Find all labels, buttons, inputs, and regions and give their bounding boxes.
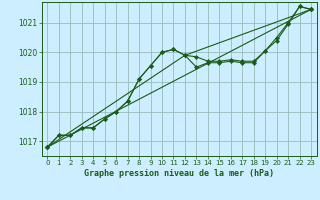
X-axis label: Graphe pression niveau de la mer (hPa): Graphe pression niveau de la mer (hPa): [84, 169, 274, 178]
